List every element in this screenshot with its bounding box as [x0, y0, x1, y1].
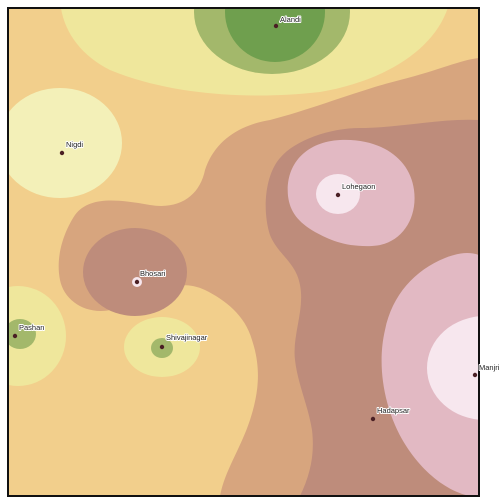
- place-label-halo: Pashan: [19, 323, 44, 332]
- map-border: [7, 7, 480, 497]
- place-marker: [59, 150, 65, 156]
- place-manjri: Manjri Manjri: [472, 362, 501, 378]
- zone-brown-bhosari: [83, 228, 187, 316]
- place-marker: [159, 344, 165, 350]
- place-nigdi: Nigdi Nigdi: [59, 139, 84, 156]
- place-label: Manjri: [479, 363, 500, 372]
- place-label: Hadapsar: [377, 406, 410, 415]
- zone-green-pashan: [8, 319, 36, 349]
- place-marker: [134, 279, 140, 285]
- place-marker: [370, 416, 376, 422]
- place-label-halo: Hadapsar: [377, 406, 410, 415]
- zone-pale-pink-manjri: [427, 316, 479, 420]
- place-marker: [273, 23, 279, 29]
- place-marker: [335, 192, 341, 198]
- place-label-halo: Alandi: [280, 15, 301, 24]
- place-shivajinagar: Shivajinagar Shivajinagar: [159, 332, 209, 350]
- place-pashan: Pashan Pashan: [12, 322, 45, 339]
- place-lohegaon: Lohegaon Lohegaon: [335, 181, 376, 198]
- zone-light-yellow-pashan: [8, 286, 66, 386]
- place-label: Lohegaon: [342, 182, 375, 191]
- place-label-halo: Lohegaon: [342, 182, 375, 191]
- zone-green-alandi-inner: [225, 8, 325, 62]
- place-label: Shivajinagar: [166, 333, 208, 342]
- place-label-halo: Shivajinagar: [166, 333, 208, 342]
- place-marker: [12, 333, 18, 339]
- place-label-halo: Nigdi: [66, 140, 83, 149]
- place-label-halo: Bhosari: [140, 269, 166, 278]
- place-label-halo: Manjri: [479, 363, 500, 372]
- zone-pale-yellow-nigdi: [8, 88, 122, 198]
- place-label: Pashan: [19, 323, 44, 332]
- place-bhosari: Bhosari Bhosari: [132, 268, 167, 287]
- place-alandi: Alandi Alandi: [273, 14, 302, 29]
- place-hadapsar: Hadapsar Hadapsar: [370, 405, 411, 422]
- place-label: Nigdi: [66, 140, 83, 149]
- place-label: Alandi: [280, 15, 301, 24]
- place-label: Bhosari: [140, 269, 166, 278]
- place-marker: [472, 372, 478, 378]
- places-layer: Alandi Alandi Nigdi Nigdi Lohegaon Loheg…: [12, 14, 501, 422]
